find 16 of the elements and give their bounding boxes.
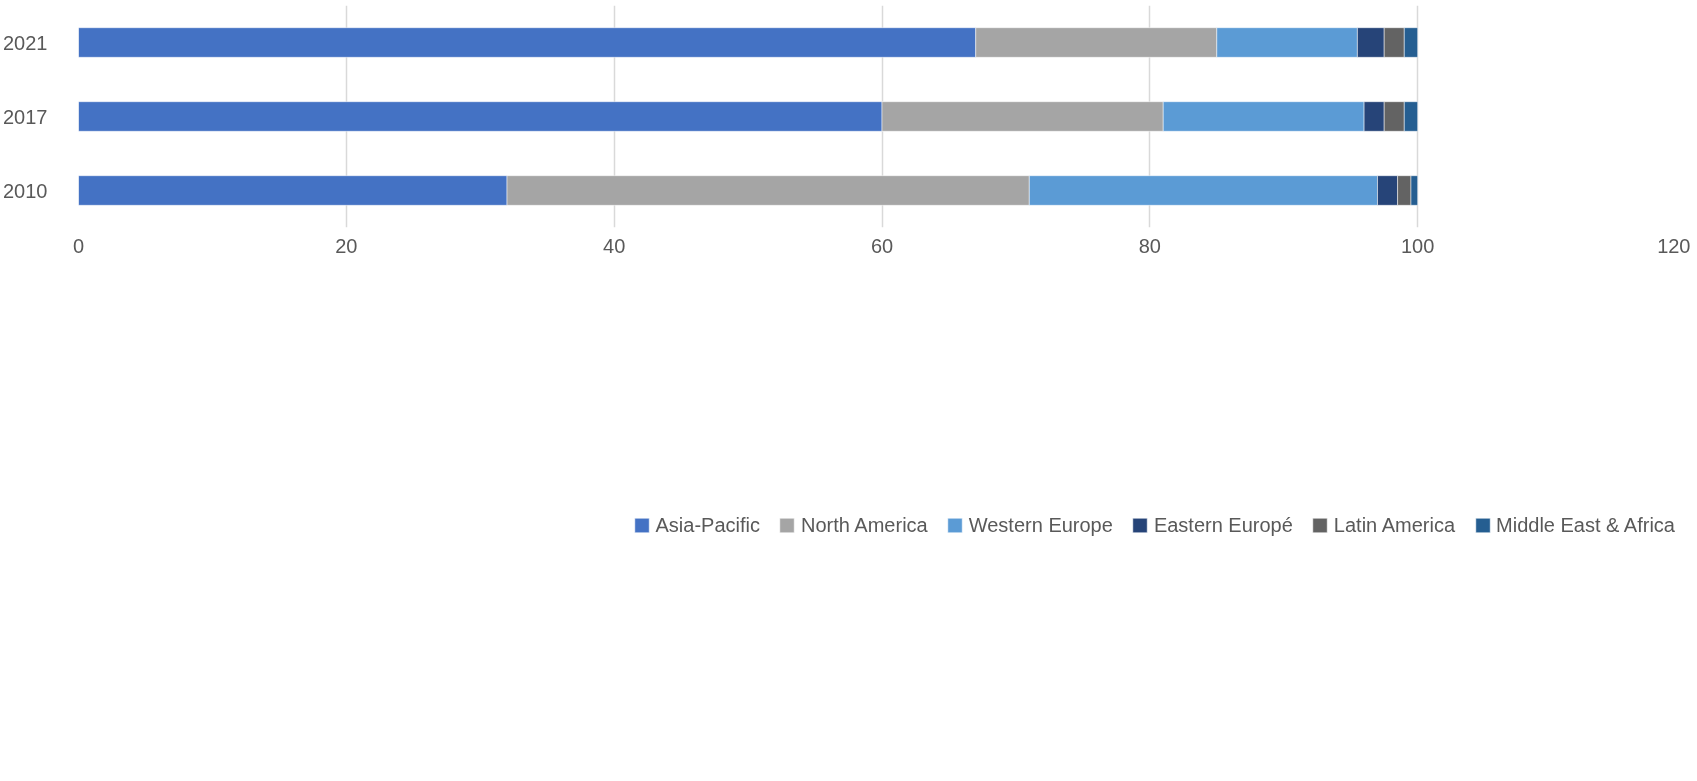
x-tick-label: 80 bbox=[1138, 234, 1161, 257]
legend-label: North America bbox=[801, 513, 928, 537]
y-tick-label: 2010 bbox=[3, 179, 48, 202]
x-tick-label: 40 bbox=[603, 234, 626, 257]
x-tick-label: 100 bbox=[1400, 234, 1435, 257]
y-tick-label: 2021 bbox=[3, 31, 48, 54]
legend-label: Western Europe bbox=[968, 513, 1113, 537]
x-tick-label: 0 bbox=[72, 234, 85, 257]
y-tick-label: 2017 bbox=[3, 105, 48, 128]
legend-label: Asia-Pacific bbox=[655, 513, 760, 537]
legend-label: Latin America bbox=[1333, 513, 1456, 537]
x-tick-label: 60 bbox=[870, 234, 894, 257]
legend-label: Middle East & Africa bbox=[1496, 513, 1675, 537]
x-tick-label: 120 bbox=[1657, 234, 1691, 257]
legend-label: Eastern Europé bbox=[1153, 513, 1293, 537]
x-tick-label: 20 bbox=[335, 234, 358, 257]
